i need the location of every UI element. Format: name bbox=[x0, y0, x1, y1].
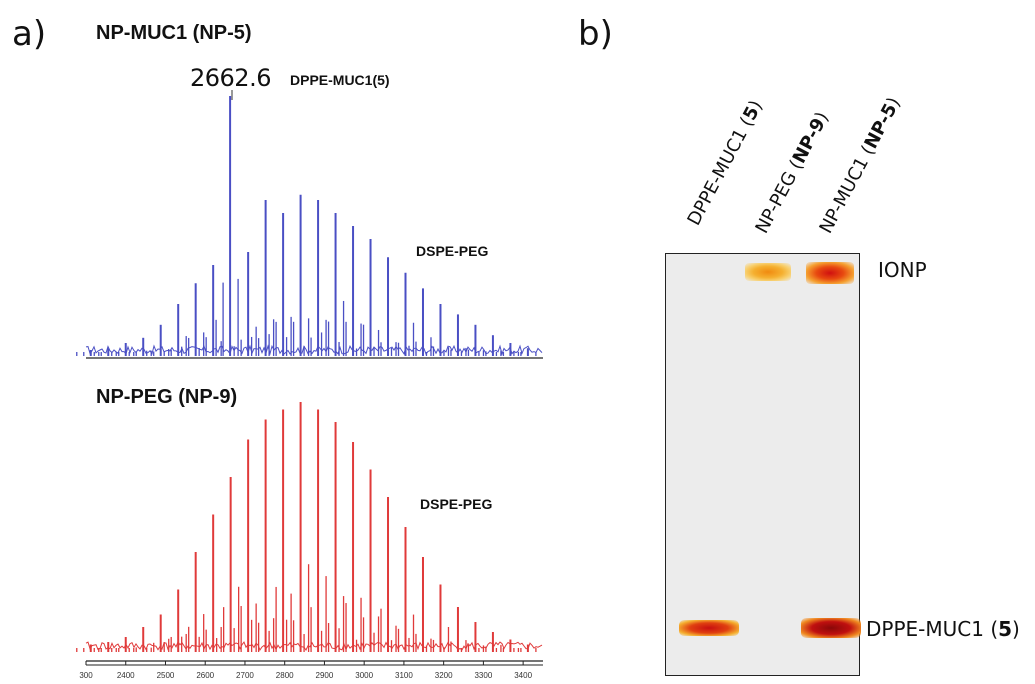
x-tick-label: 3100 bbox=[395, 671, 413, 680]
noise-baseline bbox=[85, 344, 543, 356]
gel-panel bbox=[665, 253, 861, 676]
x-tick-label: 2600 bbox=[196, 671, 214, 680]
x-tick-label: 2500 bbox=[157, 671, 175, 680]
x-tick-label: 3400 bbox=[514, 671, 532, 680]
x-axis-ticks: 300 2400 2500 2600 2700 2800 2900 3000 3100 3200 3… bbox=[79, 661, 533, 680]
band-ionp-lane3 bbox=[806, 262, 854, 284]
bottom-spectrum bbox=[76, 402, 543, 652]
ionp-label: IONP bbox=[878, 258, 927, 282]
x-tick-label: 3200 bbox=[435, 671, 453, 680]
x-tick-label: 300 bbox=[79, 671, 93, 680]
top-spectrum bbox=[76, 96, 543, 356]
x-tick-label: 3000 bbox=[355, 671, 373, 680]
x-tick-label: 3300 bbox=[474, 671, 492, 680]
peak-value-label: 2662.6 bbox=[190, 64, 271, 92]
noise-baseline bbox=[85, 640, 543, 651]
bottom-series-label: DSPE-PEG bbox=[420, 496, 493, 512]
x-tick-label: 2400 bbox=[117, 671, 135, 680]
panel-a-letter: a) bbox=[12, 14, 47, 54]
bottom-spectrum-title: NP-PEG (NP-9) bbox=[96, 386, 238, 408]
band-dppe-lane1 bbox=[679, 620, 739, 636]
x-tick-label: 2800 bbox=[276, 671, 294, 680]
x-tick-label: 2700 bbox=[236, 671, 254, 680]
panel-b-letter: b) bbox=[578, 14, 613, 54]
x-tick-label: 2900 bbox=[316, 671, 334, 680]
peak-compound-label: DPPE-MUC1(5) bbox=[290, 72, 390, 88]
top-spectrum-title: NP-MUC1 (NP-5) bbox=[96, 22, 252, 44]
band-dppe-lane3 bbox=[801, 618, 861, 638]
dppe-band-label: DPPE-MUC1 (5) bbox=[866, 617, 1020, 641]
top-series-label: DSPE-PEG bbox=[416, 243, 489, 259]
band-ionp-lane2 bbox=[745, 263, 791, 281]
